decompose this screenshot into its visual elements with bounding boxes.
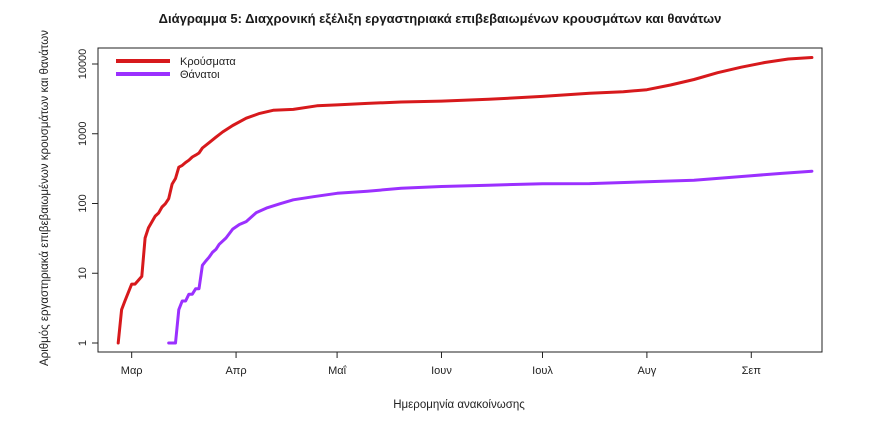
legend-label-cases: Κρούσματα (180, 56, 236, 68)
y-tick-label: 100 (77, 194, 89, 212)
y-tick-label: 10000 (77, 49, 89, 80)
legend-label-deaths: Θάνατοι (180, 69, 220, 81)
y-axis: 1 10 100 1000 10000 (77, 49, 98, 346)
x-tick-label: Ιουν (431, 365, 452, 377)
x-tick-label: Μαΐ (328, 365, 347, 377)
x-tick-label: Απρ (225, 365, 246, 377)
x-axis: Μαρ Απρ Μαΐ Ιουν Ιουλ Αυγ Σεπ (121, 352, 762, 377)
chart-title: Διάγραμμα 5: Διαχρονική εξέλιξη εργαστηρ… (159, 11, 722, 26)
y-axis-label: Αριθμός εργαστηριακά επιβεβαιωμένων κρου… (39, 30, 51, 366)
y-tick-label: 10 (77, 267, 89, 279)
x-tick-label: Αυγ (637, 365, 656, 377)
y-tick-label: 1000 (77, 122, 89, 146)
plot-border (97, 47, 823, 353)
series-line-cases (116, 56, 814, 345)
plot-axes (97, 47, 823, 353)
x-axis-label: Ημερομηνία ανακοίνωσης (393, 399, 525, 411)
x-tick-label: Ιουλ (532, 365, 553, 377)
y-tick-label: 1 (77, 340, 89, 346)
series-layer (116, 56, 814, 345)
x-tick-label: Σεπ (742, 365, 762, 377)
series-line-deaths (167, 169, 814, 345)
x-tick-label: Μαρ (121, 365, 143, 377)
